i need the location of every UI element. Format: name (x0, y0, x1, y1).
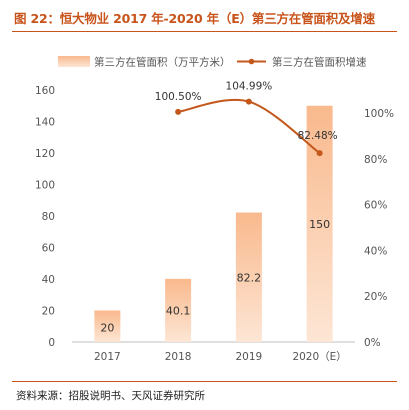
legend-swatch-dot (248, 58, 255, 65)
y-right-tick-label: 40% (364, 245, 387, 257)
x-tick-label: 2017 (94, 351, 121, 363)
source-note: 资料来源：招股说明书、天风证券研究所 (16, 390, 205, 402)
y-right-tick-label: 100% (364, 108, 394, 120)
x-tick-label: 2019 (236, 351, 263, 363)
growth-point (316, 150, 323, 157)
y-left-tick-label: 140 (35, 117, 55, 129)
legend: 第三方在管面积（万平方米） 第三方在管面积增速 (58, 56, 367, 69)
y-left-tick-label: 0 (48, 337, 55, 349)
growth-point (175, 108, 182, 115)
legend-label-bar: 第三方在管面积（万平方米） (94, 56, 231, 69)
y-left-tick-label: 80 (42, 211, 55, 223)
y-right-tick-label: 20% (364, 291, 387, 303)
y-left-tick-label: 20 (42, 306, 55, 318)
legend-label-line: 第三方在管面积增速 (272, 56, 367, 69)
x-tick-label: 2018 (165, 351, 192, 363)
growth-value-label: 100.50% (155, 91, 202, 103)
y-right-tick-label: 60% (364, 200, 387, 212)
y-left-tick-label: 60 (42, 243, 55, 255)
growth-line (177, 98, 321, 154)
y-left-tick-label: 120 (35, 148, 55, 160)
y-right-tick-label: 0% (364, 337, 381, 349)
legend-swatch-bar (58, 56, 90, 67)
growth-point (245, 98, 252, 105)
y-left-tick-label: 40 (42, 274, 55, 286)
bar-value-label: 82.2 (237, 271, 262, 284)
x-tick-label: 2020（E） (292, 351, 346, 363)
y-right-tick-label: 80% (364, 154, 387, 166)
y-left-tick-label: 160 (35, 85, 55, 97)
title-underline (12, 31, 397, 32)
bar (94, 310, 121, 342)
bar-value-label: 20 (100, 321, 114, 334)
bar-value-label: 150 (309, 218, 330, 231)
chart: 第三方在管面积（万平方米） 第三方在管面积增速 0 20 40 60 80 100 120 1… (35, 56, 394, 364)
bar-value-label: 40.1 (166, 304, 191, 317)
chart-title: 图 22：恒大物业 2017 年-2020 年（E）第三方在管面积及增速 (14, 11, 375, 26)
growth-value-label: 82.48% (298, 130, 338, 142)
source-divider (12, 381, 397, 382)
y-left-tick-label: 100 (35, 180, 55, 192)
growth-value-label: 104.99% (226, 81, 273, 93)
bar (235, 212, 262, 342)
bar (165, 278, 192, 342)
